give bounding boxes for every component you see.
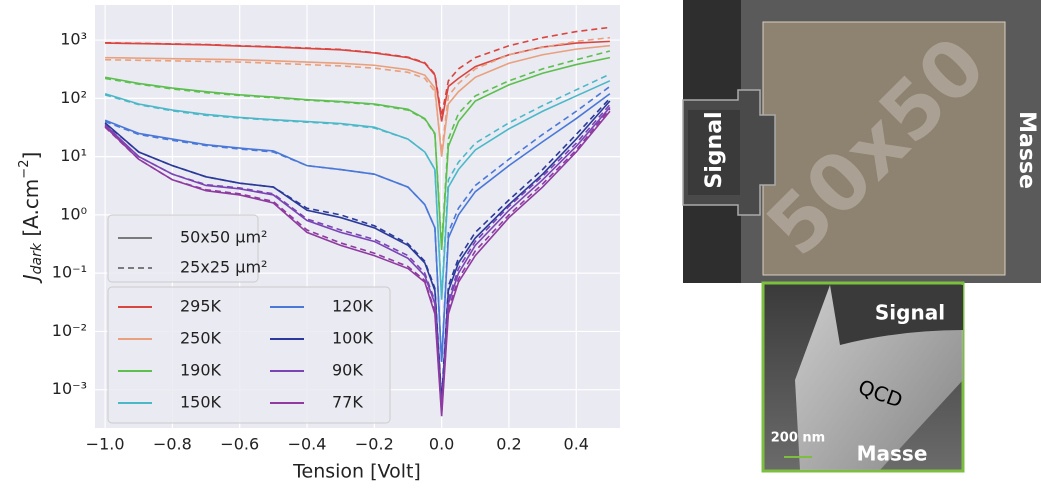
y-tick-label: 10⁻¹ bbox=[52, 263, 87, 282]
device-pad bbox=[762, 21, 1006, 276]
series-line bbox=[104, 97, 611, 399]
series-line bbox=[104, 104, 611, 410]
y-tick-label: 10³ bbox=[60, 30, 87, 49]
y-tick-label: 10⁻² bbox=[52, 321, 87, 340]
x-tick-label: −0.8 bbox=[153, 435, 192, 454]
y-label-close: ] bbox=[19, 152, 43, 160]
legend-label: 90K bbox=[332, 361, 363, 380]
legends: 50x50 µm² 25x25 µm² 295K 250K 190K 150K 120K 10… bbox=[107, 214, 391, 424]
series-line bbox=[104, 80, 611, 300]
y-label-sub: dark bbox=[29, 242, 45, 274]
legend-label: 250K bbox=[180, 329, 222, 348]
x-tick-label: −0.4 bbox=[288, 435, 327, 454]
x-tick-label: −1.0 bbox=[86, 435, 125, 454]
x-axis-label: Tension [Volt] bbox=[292, 461, 421, 483]
x-tick-label: 0.4 bbox=[564, 435, 589, 454]
inset-top bbox=[830, 285, 963, 345]
y-tick-label: 10⁻³ bbox=[52, 379, 87, 398]
legend-label: 150K bbox=[180, 393, 222, 412]
y-tick-label: 10⁰ bbox=[60, 204, 87, 223]
series-line bbox=[104, 50, 611, 246]
legend-box bbox=[107, 214, 259, 283]
y-label-main: J bbox=[19, 274, 43, 284]
legend-label: 50x50 µm² bbox=[180, 228, 267, 247]
legend-box bbox=[107, 286, 391, 424]
legend-label: 190K bbox=[180, 361, 222, 380]
legend-label: 77K bbox=[332, 393, 363, 412]
curves bbox=[104, 26, 611, 417]
x-tick-label: 0.2 bbox=[496, 435, 521, 454]
legend-label: 295K bbox=[180, 297, 222, 316]
series-line bbox=[104, 110, 611, 417]
series-line bbox=[104, 73, 611, 297]
y-label-sup: −2 bbox=[17, 160, 32, 179]
legend-label: 100K bbox=[332, 329, 374, 348]
series-line bbox=[104, 108, 611, 413]
inset-bottom-label: Masse bbox=[857, 442, 928, 466]
signal-pad-inner bbox=[688, 110, 740, 195]
micrograph: 50x50 Signal Masse Signal QCD 200 nm Mas… bbox=[682, 0, 1041, 473]
y-tick-label: 10¹ bbox=[60, 146, 87, 165]
series-line bbox=[105, 36, 610, 153]
ticks: 10⁻³ 10⁻² 10⁻¹ 10⁰ 10¹ 10² 10³ −1.0 −0.8 −0.6 −0.4… bbox=[52, 30, 589, 454]
x-tick-label: 0.0 bbox=[429, 435, 454, 454]
legend-label: 120K bbox=[332, 297, 374, 316]
scale-label: 200 nm bbox=[771, 431, 825, 446]
y-axis-label: Jdark [A.cm−2] bbox=[17, 152, 46, 285]
pad-label: Signal bbox=[702, 111, 727, 188]
legend-label: 25x25 µm² bbox=[180, 258, 267, 277]
series-line bbox=[105, 26, 610, 117]
y-tick-label: 10² bbox=[60, 88, 87, 107]
x-tick-label: −0.2 bbox=[355, 435, 394, 454]
series-line bbox=[104, 85, 611, 362]
series-line bbox=[105, 44, 610, 157]
ground-label: Masse bbox=[1014, 111, 1039, 189]
inset-top-label: Signal bbox=[875, 301, 945, 325]
y-label-unit: [A.cm bbox=[19, 179, 43, 243]
x-tick-label: −0.6 bbox=[220, 435, 259, 454]
